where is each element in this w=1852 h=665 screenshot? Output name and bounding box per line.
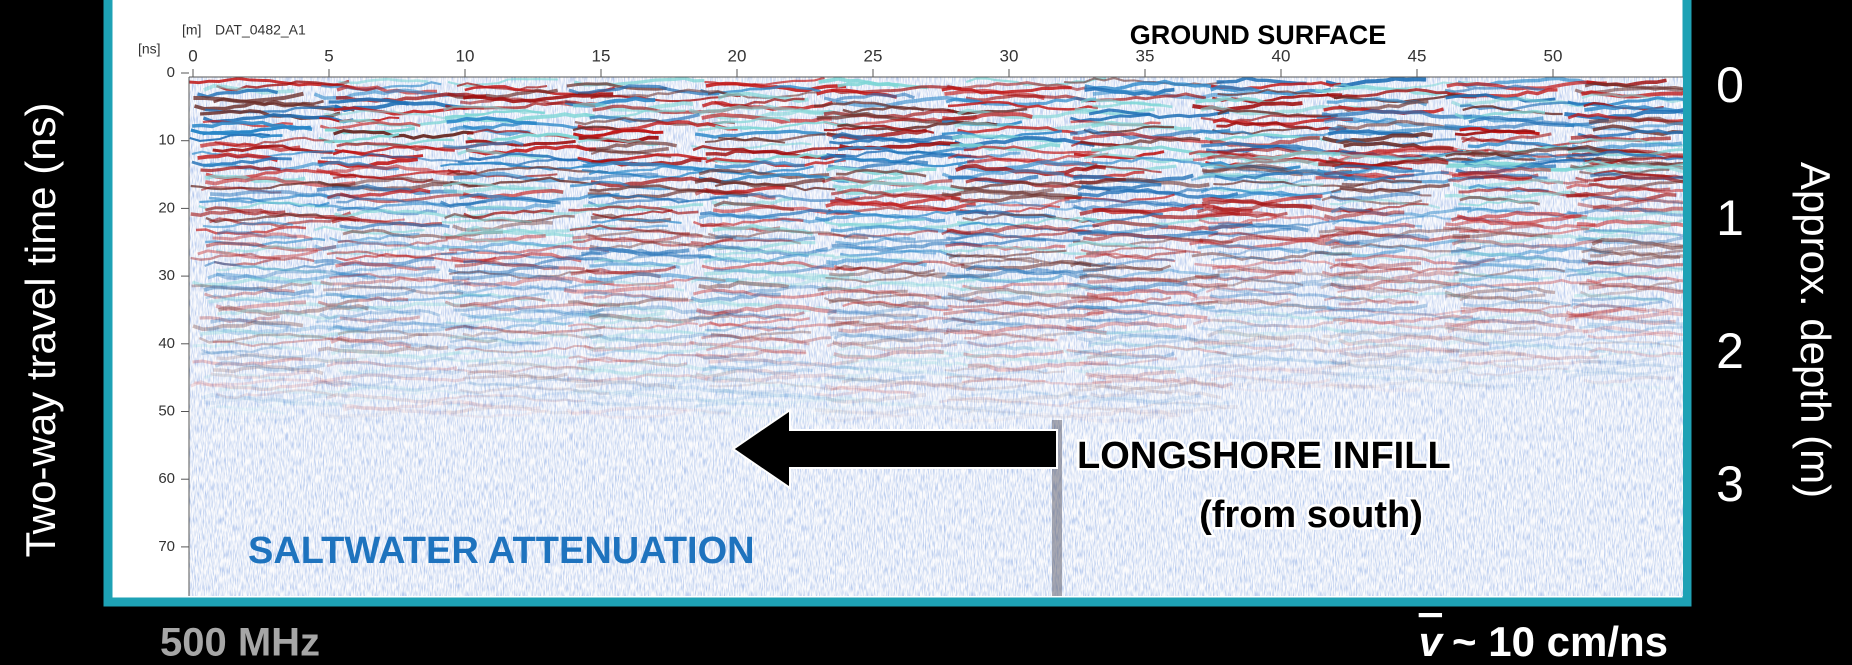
time-tick-label: 40 [158,335,175,352]
distance-unit: [m] [182,22,201,38]
depth-tick-label: 2 [1716,323,1744,379]
distance-tick-label: 25 [864,46,883,65]
depth-tick-label: 0 [1716,57,1744,113]
distance-tick-label: 0 [188,46,197,65]
distance-tick-label: 45 [1408,46,1427,65]
time-tick-label: 50 [158,402,175,419]
slide: [m] DAT_0482_A1 [ns] Two-way travel time… [0,0,1852,665]
infill-note: (from south) [1199,494,1423,536]
depth-tick-label: 3 [1716,456,1744,512]
time-tick-label: 70 [158,538,175,555]
time-unit: [ns] [138,41,161,57]
time-tick-label: 60 [158,470,175,487]
depth-tick-label: 1 [1716,190,1744,246]
radargram [189,77,1753,596]
time-tick-label: 20 [158,199,175,216]
time-tick-label: 0 [167,64,175,81]
time-label: Two-way travel time (ns) [17,102,64,557]
attenuation-label: SALTWATER ATTENUATION [248,530,755,572]
distance-tick-label: 40 [1272,46,1291,65]
velocity-symbol: v [1419,618,1445,665]
infill-label: LONGSHORE INFILL [1077,435,1451,477]
distance-tick-label: 15 [592,46,611,65]
file-name: DAT_0482_A1 [215,22,306,38]
distance-tick-label: 20 [728,46,747,65]
distance-tick-label: 50 [1544,46,1563,65]
time-tick-label: 10 [158,132,175,149]
distance-tick-label: 5 [324,46,333,65]
distance-tick-label: 30 [1000,46,1019,65]
frequency: 500 MHz [160,621,320,665]
depth-label: Approx. depth (m) [1792,162,1839,498]
distance-tick-label: 35 [1136,46,1155,65]
time-tick-label: 30 [158,267,175,284]
velocity-value: ~ 10 cm/ns [1452,618,1668,665]
velocity: v~ 10 cm/ns [1419,618,1668,665]
distance-tick-label: 10 [456,46,475,65]
surface-label: GROUND SURFACE [1130,20,1387,50]
